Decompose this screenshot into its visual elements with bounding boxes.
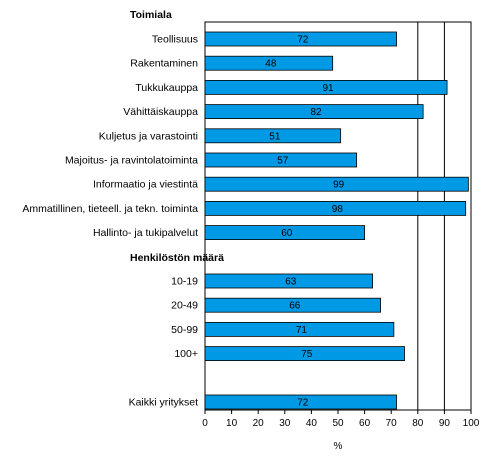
- x-axis-title: %: [334, 441, 343, 452]
- bar-value-label: 60: [281, 228, 293, 239]
- bar: [204, 104, 424, 119]
- bar: [204, 128, 342, 144]
- bar-value-label: 72: [297, 35, 309, 46]
- bar: [204, 200, 467, 216]
- bar-value-label: 72: [297, 398, 309, 409]
- bar-value-label: 71: [296, 325, 308, 336]
- category-label: Teollisuus: [152, 34, 198, 46]
- category-label: Tukkukauppa: [135, 82, 198, 94]
- bar-value-label: 99: [333, 180, 345, 191]
- bar-value-label: 48: [265, 59, 277, 70]
- bar-value-label: 51: [269, 131, 281, 142]
- category-label: Majoitus- ja ravintolatoiminta: [65, 155, 198, 167]
- bar: [204, 80, 448, 95]
- bar: [204, 297, 381, 313]
- bar-value-label: 91: [322, 83, 334, 94]
- bar: [204, 176, 469, 192]
- bar: [204, 346, 405, 362]
- group-title: Henkilöstön määrä: [130, 252, 224, 264]
- bar: [204, 273, 373, 289]
- bar-value-label: 98: [332, 204, 344, 215]
- bar-value-label: 63: [285, 277, 297, 288]
- category-label: Vähittäiskauppa: [123, 106, 198, 118]
- x-tick-label: 80: [412, 418, 424, 429]
- category-label: Hallinto- ja tukipalvelut: [93, 227, 198, 239]
- x-tick-label: 100: [463, 418, 480, 429]
- category-labels: Toimiala Teollisuus Rakentaminen Tukkukaupp…: [22, 9, 224, 409]
- bar-value-label: 57: [277, 156, 289, 167]
- bar: [204, 394, 397, 410]
- category-label: 10-19: [171, 276, 198, 288]
- x-tick-label: 20: [253, 418, 265, 429]
- bar-value-label: 82: [310, 107, 322, 118]
- category-label: 20-49: [171, 300, 198, 312]
- bar: [204, 55, 334, 71]
- group-title: Toimiala: [130, 9, 172, 21]
- x-axis-ticks: 0 10 20 30 40 50 60 70 80 90 100: [202, 410, 480, 429]
- category-label: Rakentaminen: [130, 58, 198, 70]
- category-label: Kuljetus ja varastointi: [99, 130, 198, 142]
- x-tick-label: 50: [332, 418, 344, 429]
- x-tick-label: 70: [386, 418, 398, 429]
- x-tick-label: 40: [306, 418, 318, 429]
- x-tick-label: 30: [279, 418, 291, 429]
- category-label: Kaikki yritykset: [129, 397, 199, 409]
- bar: [204, 321, 395, 337]
- x-tick-label: 0: [202, 418, 208, 429]
- x-tick-label: 90: [439, 418, 451, 429]
- category-label: Ammatillinen, tieteell. ja tekn. toimint…: [22, 203, 198, 215]
- category-label: 100+: [174, 348, 198, 360]
- bar-value-label: 66: [289, 301, 301, 312]
- bar: [204, 31, 397, 47]
- category-label: Informaatio ja viestintä: [93, 179, 198, 191]
- x-tick-label: 10: [226, 418, 238, 429]
- bars: 72 48 91 82 51 57 99 98 60 63 66 71 75 72: [204, 31, 469, 410]
- bar-value-label: 75: [301, 349, 313, 360]
- x-tick-label: 60: [359, 418, 371, 429]
- bar: [204, 152, 358, 168]
- category-label: 50-99: [171, 324, 198, 336]
- bar: [204, 225, 366, 241]
